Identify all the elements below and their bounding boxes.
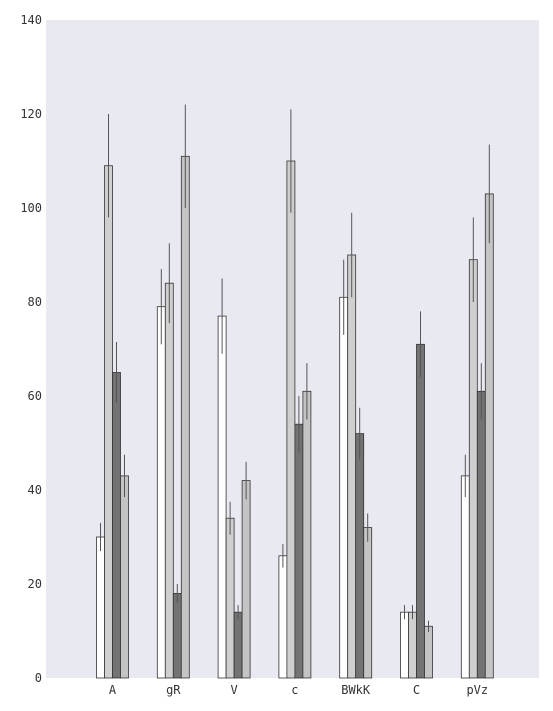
bar [112,372,121,679]
bar [164,282,174,679]
errorbars-layer [100,104,490,632]
y-tick-label: 0 [35,671,42,685]
bar [347,254,357,679]
x-tick-label: gR [166,683,181,697]
y-tick-label: 80 [28,295,42,309]
bar [416,343,425,679]
bar [484,193,494,679]
bar [424,625,433,679]
bar [476,390,486,679]
bar [172,593,182,679]
x-tick-label: c [291,683,298,697]
bar [355,433,365,679]
bar [180,155,190,679]
x-tick-label: A [109,683,117,697]
bar [339,296,349,679]
bar [302,390,312,679]
bar [104,165,113,679]
bar [241,480,251,679]
bar [217,315,227,679]
bar [408,611,417,679]
bar [156,306,166,679]
y-tick-label: 40 [28,483,42,497]
x-tick-label: pVz [466,683,488,697]
bar [294,423,304,679]
y-tick-label: 120 [20,107,42,121]
bar [225,517,235,679]
bar [286,160,296,679]
bar [96,536,105,679]
bar [468,259,478,679]
bar [363,527,373,679]
y-tick-label: 60 [28,389,42,403]
y-axis-ticks: 0 20 40 60 80 100 120 140 [20,13,42,685]
x-tick-label: BWkK [341,683,371,697]
bar [278,555,288,679]
y-tick-label: 20 [28,577,42,591]
y-tick-label: 100 [20,201,42,215]
bar [233,611,243,679]
bar [460,475,470,679]
bar [120,475,129,679]
x-tick-label: V [230,683,237,697]
y-tick-label: 140 [20,13,42,27]
x-tick-label: C [413,683,420,697]
bar [400,611,409,679]
